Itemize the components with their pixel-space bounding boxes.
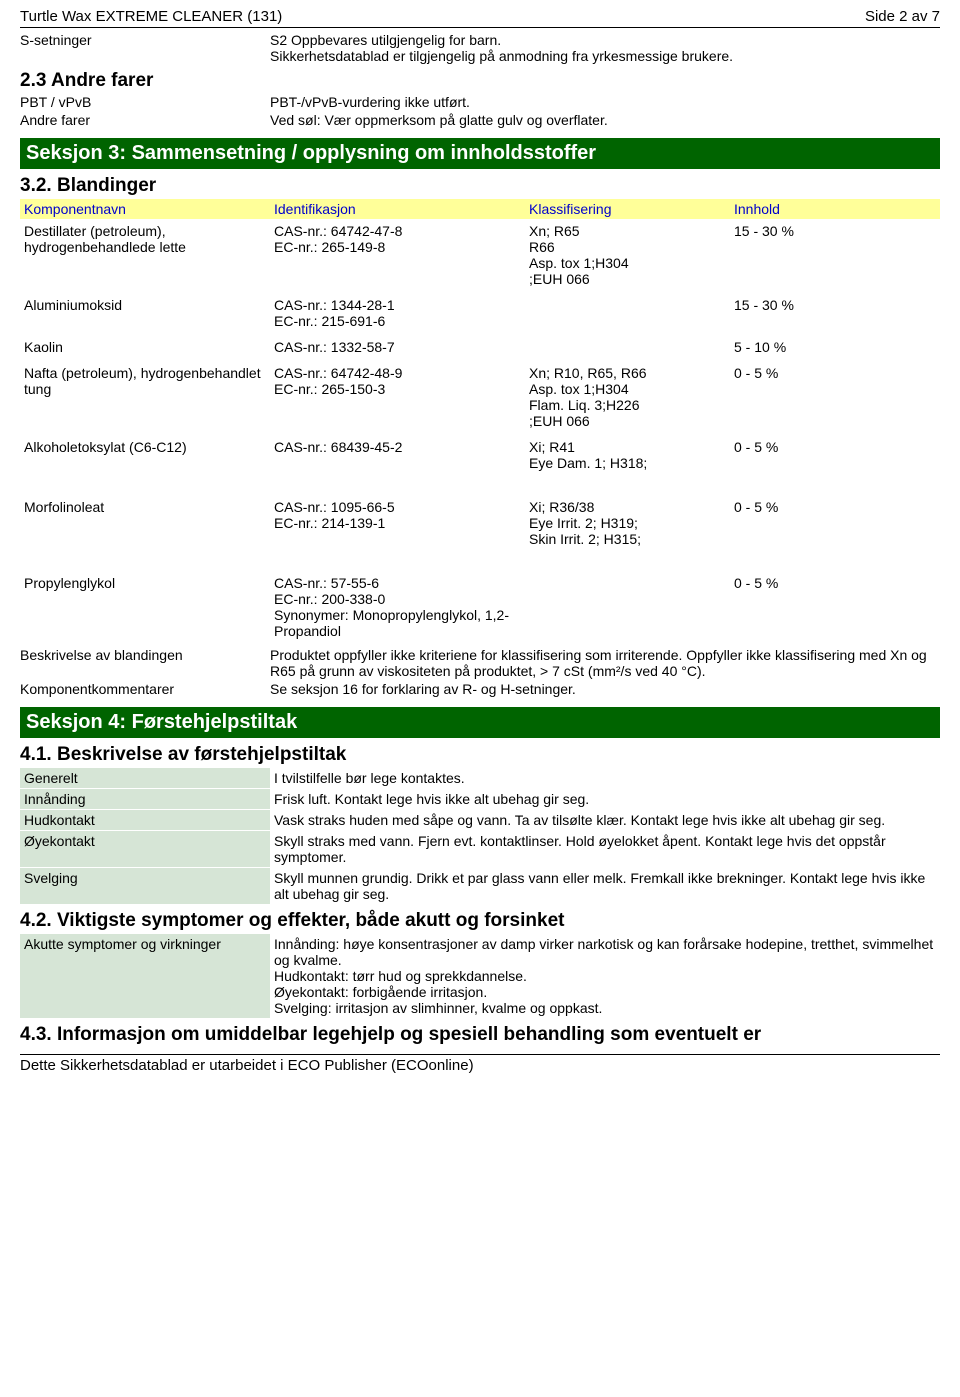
component-row: Destillater (petroleum), hydrogenbehandl… xyxy=(20,219,940,293)
component-class: Xi; R41 Eye Dam. 1; H318; xyxy=(529,439,734,471)
firstaid-key: Generelt xyxy=(20,768,270,788)
s-setninger-row: S-setninger S2 Oppbevares utilgjengelig … xyxy=(20,32,940,64)
s-setninger-key: S-setninger xyxy=(20,32,270,64)
component-row: AluminiumoksidCAS-nr.: 1344-28-1 EC-nr.:… xyxy=(20,293,940,335)
pbt-val: PBT-/vPvB-vurdering ikke utført. xyxy=(270,94,940,110)
firstaid-val: Frisk luft. Kontakt lege hvis ikke alt u… xyxy=(270,789,940,809)
firstaid-key: Øyekontakt xyxy=(20,831,270,867)
component-name: Alkoholetoksylat (C6-C12) xyxy=(24,439,274,471)
component-amount: 0 - 5 % xyxy=(734,499,936,547)
andre-farer-row: Andre farer Ved søl: Vær oppmerksom på g… xyxy=(20,112,940,128)
symptoms-key: Akutte symptomer og virkninger xyxy=(20,934,270,1018)
section-4-banner: Seksjon 4: Førstehjelpstiltak xyxy=(20,707,940,738)
component-row: PropylenglykolCAS-nr.: 57-55-6 EC-nr.: 2… xyxy=(20,571,940,645)
beskrivelse-key: Beskrivelse av blandingen xyxy=(20,647,270,679)
pbt-key: PBT / vPvB xyxy=(20,94,270,110)
component-class xyxy=(529,339,734,355)
component-amount: 15 - 30 % xyxy=(734,223,936,287)
firstaid-row: SvelgingSkyll munnen grundig. Drikk et p… xyxy=(20,868,940,904)
firstaid-row: ØyekontaktSkyll straks med vann. Fjern e… xyxy=(20,831,940,867)
beskrivelse-val: Produktet oppfyller ikke kriteriene for … xyxy=(270,647,940,679)
s-setninger-val: S2 Oppbevares utilgjengelig for barn. Si… xyxy=(270,32,940,64)
component-row: Nafta (petroleum), hydrogenbehandlet tun… xyxy=(20,361,940,435)
sec-4-2-title: 4.2. Viktigste symptomer og effekter, bå… xyxy=(20,910,940,932)
komponentkommentarer-val: Se seksjon 16 for forklaring av R- og H-… xyxy=(270,681,940,697)
firstaid-row: InnåndingFrisk luft. Kontakt lege hvis i… xyxy=(20,789,940,809)
section-3-banner: Seksjon 3: Sammensetning / opplysning om… xyxy=(20,138,940,169)
th-ident: Identifikasjon xyxy=(274,201,529,217)
component-ident: CAS-nr.: 1095-66-5 EC-nr.: 214-139-1 xyxy=(274,499,529,547)
th-class: Klassifisering xyxy=(529,201,734,217)
component-row: KaolinCAS-nr.: 1332-58-7 5 - 10 % xyxy=(20,335,940,361)
firstaid-key: Hudkontakt xyxy=(20,810,270,830)
component-name: Nafta (petroleum), hydrogenbehandlet tun… xyxy=(24,365,274,429)
component-row: MorfolinoleatCAS-nr.: 1095-66-5 EC-nr.: … xyxy=(20,495,940,553)
andre-farer-val: Ved søl: Vær oppmerksom på glatte gulv o… xyxy=(270,112,940,128)
component-table-body: Destillater (petroleum), hydrogenbehandl… xyxy=(20,219,940,645)
sec-3-2-title: 3.2. Blandinger xyxy=(20,175,940,197)
firstaid-key: Innånding xyxy=(20,789,270,809)
component-name: Destillater (petroleum), hydrogenbehandl… xyxy=(24,223,274,287)
pbt-row: PBT / vPvB PBT-/vPvB-vurdering ikke utfø… xyxy=(20,94,940,110)
component-name: Kaolin xyxy=(24,339,274,355)
sec-4-3-title: 4.3. Informasjon om umiddelbar legehjelp… xyxy=(20,1024,940,1046)
symptoms-rows: Akutte symptomer og virkningerInnånding:… xyxy=(20,934,940,1018)
component-class: Xi; R36/38 Eye Irrit. 2; H319; Skin Irri… xyxy=(529,499,734,547)
component-name: Morfolinoleat xyxy=(24,499,274,547)
firstaid-row: HudkontaktVask straks huden med såpe og … xyxy=(20,810,940,830)
beskrivelse-row: Beskrivelse av blandingen Produktet oppf… xyxy=(20,647,940,679)
komponentkommentarer-key: Komponentkommentarer xyxy=(20,681,270,697)
component-class: Xn; R65 R66 Asp. tox 1;H304 ;EUH 066 xyxy=(529,223,734,287)
component-name: Propylenglykol xyxy=(24,575,274,639)
andre-farer-key: Andre farer xyxy=(20,112,270,128)
component-table-header: Komponentnavn Identifikasjon Klassifiser… xyxy=(20,199,940,219)
th-amount: Innhold xyxy=(734,201,936,217)
component-amount: 0 - 5 % xyxy=(734,575,936,639)
component-row: Alkoholetoksylat (C6-C12)CAS-nr.: 68439-… xyxy=(20,435,940,477)
firstaid-val: I tvilstilfelle bør lege kontaktes. xyxy=(270,768,940,788)
symptoms-row: Akutte symptomer og virkningerInnånding:… xyxy=(20,934,940,1018)
page-number: Side 2 av 7 xyxy=(865,8,940,25)
component-ident: CAS-nr.: 64742-47-8 EC-nr.: 265-149-8 xyxy=(274,223,529,287)
component-amount: 0 - 5 % xyxy=(734,365,936,429)
symptoms-val: Innånding: høye konsentrasjoner av damp … xyxy=(270,934,940,1018)
component-class xyxy=(529,297,734,329)
component-amount: 0 - 5 % xyxy=(734,439,936,471)
component-class xyxy=(529,575,734,639)
firstaid-rows: GenereltI tvilstilfelle bør lege kontakt… xyxy=(20,768,940,904)
component-class: Xn; R10, R65, R66 Asp. tox 1;H304 Flam. … xyxy=(529,365,734,429)
firstaid-val: Skyll straks med vann. Fjern evt. kontak… xyxy=(270,831,940,867)
sec-4-1-title: 4.1. Beskrivelse av førstehjelpstiltak xyxy=(20,744,940,766)
component-ident: CAS-nr.: 1332-58-7 xyxy=(274,339,529,355)
firstaid-row: GenereltI tvilstilfelle bør lege kontakt… xyxy=(20,768,940,788)
component-ident: CAS-nr.: 68439-45-2 xyxy=(274,439,529,471)
component-ident: CAS-nr.: 57-55-6 EC-nr.: 200-338-0 Synon… xyxy=(274,575,529,639)
th-name: Komponentnavn xyxy=(24,201,274,217)
footer: Dette Sikkerhetsdatablad er utarbeidet i… xyxy=(20,1054,940,1074)
firstaid-key: Svelging xyxy=(20,868,270,904)
component-name: Aluminiumoksid xyxy=(24,297,274,329)
component-ident: CAS-nr.: 1344-28-1 EC-nr.: 215-691-6 xyxy=(274,297,529,329)
firstaid-val: Vask straks huden med såpe og vann. Ta a… xyxy=(270,810,940,830)
sec-2-3-title: 2.3 Andre farer xyxy=(20,70,940,92)
page-header: Turtle Wax EXTREME CLEANER (131) Side 2 … xyxy=(20,8,940,28)
component-amount: 15 - 30 % xyxy=(734,297,936,329)
component-amount: 5 - 10 % xyxy=(734,339,936,355)
firstaid-val: Skyll munnen grundig. Drikk et par glass… xyxy=(270,868,940,904)
komponentkommentarer-row: Komponentkommentarer Se seksjon 16 for f… xyxy=(20,681,940,697)
doc-title: Turtle Wax EXTREME CLEANER (131) xyxy=(20,8,282,25)
component-ident: CAS-nr.: 64742-48-9 EC-nr.: 265-150-3 xyxy=(274,365,529,429)
